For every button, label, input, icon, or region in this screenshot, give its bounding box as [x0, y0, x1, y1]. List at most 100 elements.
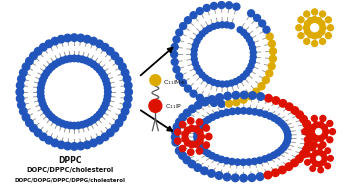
Circle shape	[101, 43, 109, 51]
Circle shape	[313, 161, 318, 167]
Circle shape	[220, 22, 225, 28]
Circle shape	[96, 67, 103, 73]
Circle shape	[317, 162, 322, 167]
Circle shape	[199, 122, 205, 128]
Circle shape	[119, 114, 126, 121]
Circle shape	[125, 88, 132, 96]
Circle shape	[233, 79, 239, 84]
Circle shape	[325, 163, 331, 169]
Circle shape	[313, 136, 319, 141]
Circle shape	[102, 77, 109, 83]
Circle shape	[305, 141, 312, 148]
Circle shape	[173, 66, 180, 73]
Circle shape	[99, 70, 105, 76]
Circle shape	[203, 5, 210, 11]
Circle shape	[266, 70, 273, 77]
Circle shape	[206, 77, 212, 83]
Circle shape	[191, 51, 197, 57]
Circle shape	[232, 91, 240, 99]
Circle shape	[180, 22, 187, 29]
Circle shape	[22, 114, 30, 121]
Circle shape	[202, 75, 208, 81]
Circle shape	[285, 103, 293, 110]
Circle shape	[17, 101, 25, 109]
Circle shape	[188, 160, 196, 168]
Circle shape	[252, 109, 258, 115]
Circle shape	[327, 121, 333, 126]
Circle shape	[111, 124, 119, 132]
Text: C$_{11}$IP: C$_{11}$IP	[165, 102, 183, 111]
Circle shape	[304, 38, 310, 44]
Circle shape	[307, 18, 313, 24]
Circle shape	[278, 147, 284, 153]
Circle shape	[224, 22, 230, 28]
Circle shape	[325, 33, 331, 39]
Circle shape	[176, 118, 183, 126]
Circle shape	[206, 26, 212, 31]
Circle shape	[218, 156, 225, 163]
Circle shape	[26, 119, 33, 127]
Circle shape	[16, 88, 23, 96]
Circle shape	[248, 10, 254, 17]
Circle shape	[58, 35, 65, 43]
Circle shape	[123, 101, 131, 109]
Circle shape	[250, 54, 256, 60]
Circle shape	[214, 155, 220, 161]
Circle shape	[90, 139, 97, 147]
Circle shape	[310, 166, 315, 171]
Circle shape	[199, 145, 205, 151]
Circle shape	[257, 110, 263, 116]
Circle shape	[304, 25, 310, 31]
Circle shape	[172, 128, 179, 136]
Circle shape	[179, 152, 186, 159]
Circle shape	[49, 64, 55, 70]
Circle shape	[210, 79, 216, 85]
Circle shape	[176, 29, 183, 36]
Circle shape	[67, 55, 73, 62]
Circle shape	[196, 8, 203, 15]
Circle shape	[266, 154, 273, 160]
Circle shape	[96, 40, 103, 48]
Circle shape	[202, 28, 208, 34]
Circle shape	[194, 65, 200, 70]
Circle shape	[39, 133, 47, 141]
Circle shape	[244, 33, 250, 39]
Circle shape	[188, 105, 196, 113]
Circle shape	[298, 33, 304, 39]
Circle shape	[176, 147, 183, 155]
Circle shape	[87, 119, 93, 125]
Circle shape	[249, 92, 256, 99]
Circle shape	[299, 150, 307, 158]
Circle shape	[194, 101, 202, 109]
Circle shape	[304, 11, 310, 17]
Circle shape	[174, 129, 181, 135]
Circle shape	[312, 9, 318, 15]
Circle shape	[305, 125, 312, 133]
Circle shape	[256, 173, 264, 180]
Circle shape	[223, 157, 230, 164]
Circle shape	[71, 122, 77, 129]
Circle shape	[102, 101, 109, 107]
Circle shape	[327, 25, 333, 31]
Circle shape	[259, 20, 266, 27]
Circle shape	[59, 120, 66, 127]
Circle shape	[191, 56, 197, 62]
Circle shape	[274, 150, 281, 156]
Circle shape	[312, 41, 318, 46]
Circle shape	[39, 101, 46, 107]
Circle shape	[180, 79, 187, 86]
Circle shape	[250, 59, 255, 64]
Circle shape	[215, 22, 221, 28]
Circle shape	[306, 130, 313, 138]
Circle shape	[320, 25, 326, 31]
Circle shape	[313, 122, 319, 128]
Circle shape	[39, 43, 47, 51]
Circle shape	[246, 159, 252, 165]
Circle shape	[319, 29, 325, 35]
Circle shape	[38, 93, 44, 99]
Circle shape	[310, 124, 316, 130]
Circle shape	[41, 73, 48, 80]
Circle shape	[319, 21, 325, 27]
Circle shape	[296, 155, 303, 163]
Circle shape	[253, 88, 260, 95]
